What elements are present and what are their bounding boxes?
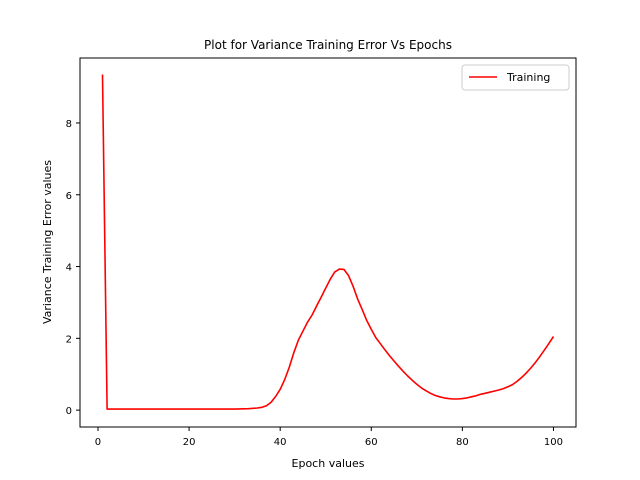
y-tick-label: 4 xyxy=(66,263,72,274)
plot-area xyxy=(79,57,577,428)
x-tick-label: 60 xyxy=(365,437,378,448)
x-tick-label: 0 xyxy=(95,437,101,448)
x-tick-label: 40 xyxy=(274,437,287,448)
y-tick-label: 8 xyxy=(66,119,72,130)
x-tick-label: 100 xyxy=(544,437,563,448)
y-axis-label: Variance Training Error values xyxy=(41,160,54,324)
x-tick-label: 20 xyxy=(183,437,196,448)
series-lines xyxy=(101,74,555,410)
x-axis-label: Epoch values xyxy=(292,457,365,470)
legend-label: Training xyxy=(506,71,550,84)
chart-title: Plot for Variance Training Error Vs Epoc… xyxy=(204,38,452,52)
x-axis-ticks: 0 20 40 60 80 100 xyxy=(95,427,563,448)
y-tick-label: 0 xyxy=(66,406,72,417)
y-axis-ticks: 0 2 4 6 8 xyxy=(66,119,80,417)
series-line-training xyxy=(101,74,555,410)
y-tick-label: 2 xyxy=(66,334,72,345)
legend: Training xyxy=(461,64,570,91)
legend-box xyxy=(461,64,570,91)
x-tick-label: 80 xyxy=(456,437,469,448)
y-tick-label: 6 xyxy=(66,191,72,202)
